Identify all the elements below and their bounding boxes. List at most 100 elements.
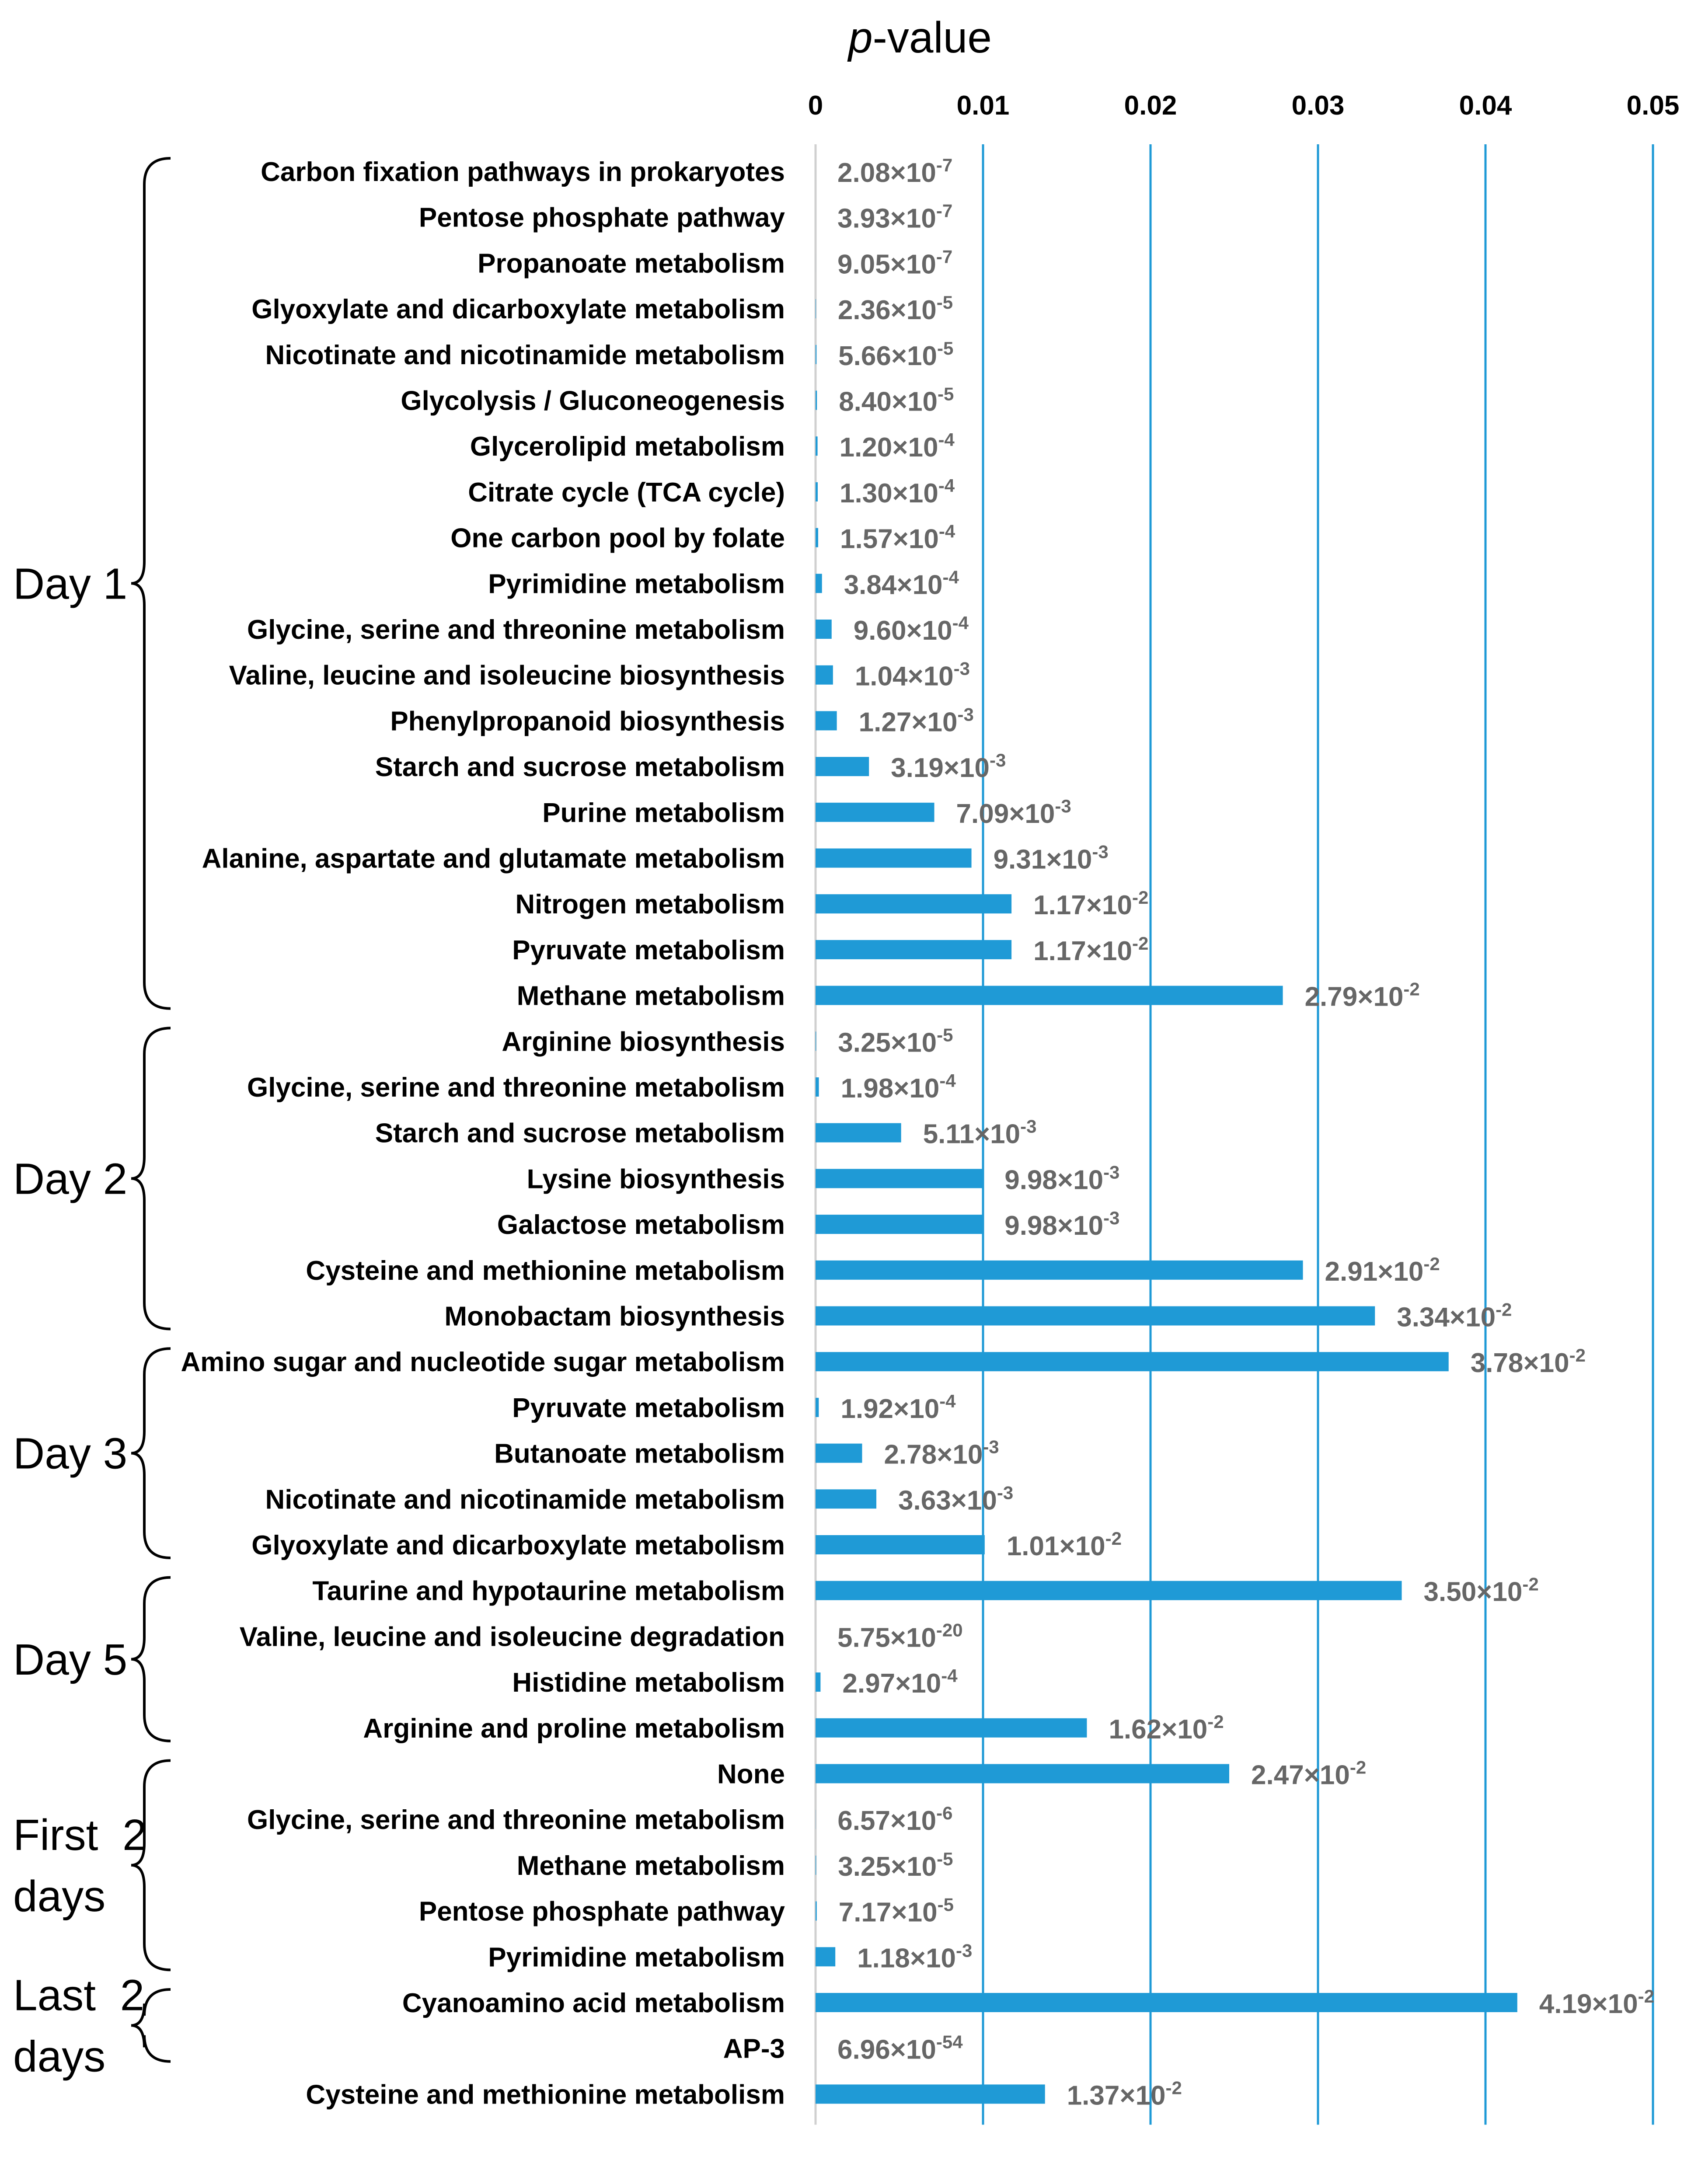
group-brace xyxy=(131,1988,171,2063)
bar xyxy=(816,1947,836,1967)
group-label: Day 1 xyxy=(13,559,127,608)
value-label: 5.75×10-20 xyxy=(837,1620,963,1653)
bar xyxy=(816,528,819,547)
x-tick-labels: 0 0.01 0.02 0.03 0.04 0.05 xyxy=(808,91,1680,121)
category-label: One carbon pool by folate xyxy=(450,523,785,554)
value-label: 1.20×10-4 xyxy=(840,429,955,463)
value-label: 1.57×10-4 xyxy=(840,521,955,554)
bar xyxy=(816,1764,1230,1783)
value-label: 1.17×10-2 xyxy=(1033,887,1148,920)
bar xyxy=(816,1169,983,1188)
group-brace xyxy=(131,1027,171,1331)
gridlines xyxy=(814,144,1654,2125)
bar xyxy=(816,436,818,456)
x-tick-label: 0.02 xyxy=(1124,91,1177,121)
category-label: Propanoate metabolism xyxy=(478,248,785,279)
value-label: 3.34×10-2 xyxy=(1397,1299,1512,1333)
category-label: Glycolysis / Gluconeogenesis xyxy=(401,386,785,416)
category-label: Pyruvate metabolism xyxy=(512,1393,785,1423)
category-label: None xyxy=(717,1759,785,1790)
group-label: Last 2 xyxy=(13,1971,144,2020)
value-label: 5.66×10-5 xyxy=(838,338,953,371)
bar xyxy=(816,1123,901,1143)
category-label: Pyrimidine metabolism xyxy=(488,1942,785,1972)
category-label: Amino sugar and nucleotide sugar metabol… xyxy=(181,1347,785,1377)
value-label: 2.79×10-2 xyxy=(1305,979,1420,1012)
value-labels: 2.08×10-7 3.93×10-7 9.05×10-7 2.36×10-5 5.66… xyxy=(837,155,1654,2111)
value-label: 9.98×10-3 xyxy=(1004,1162,1119,1195)
group-label: days xyxy=(13,2032,105,2081)
group-brackets: Day 1 Day 2 Day 3 Day 5 First 2 days Last 2 day… xyxy=(13,157,171,2081)
x-tick-label: 0.04 xyxy=(1459,91,1512,121)
group-label: Day 2 xyxy=(13,1154,127,1203)
category-label: Cyanoamino acid metabolism xyxy=(402,1988,785,2018)
category-label: Arginine and proline metabolism xyxy=(363,1714,785,1744)
bar xyxy=(816,1397,819,1417)
category-label: Pentose phosphate pathway xyxy=(419,1897,785,1927)
value-label: 1.01×10-2 xyxy=(1007,1528,1122,1561)
category-label: Pyruvate metabolism xyxy=(512,935,785,965)
value-label: 9.31×10-3 xyxy=(994,842,1109,875)
group-label: Day 5 xyxy=(13,1635,127,1684)
category-label: Methane metabolism xyxy=(517,1851,785,1881)
value-label: 2.47×10-2 xyxy=(1251,1757,1366,1790)
category-label: Butanoate metabolism xyxy=(494,1439,785,1469)
category-label: Monobactam biosynthesis xyxy=(444,1302,785,1332)
bar xyxy=(816,1718,1087,1738)
category-label: Alanine, aspartate and glutamate metabol… xyxy=(202,844,785,874)
value-label: 2.08×10-7 xyxy=(837,155,952,188)
value-label: 3.19×10-3 xyxy=(891,750,1006,783)
x-axis-title-rest: -value xyxy=(873,13,992,62)
group-brace xyxy=(131,1576,171,1742)
category-label: Arginine biosynthesis xyxy=(502,1027,785,1057)
bar xyxy=(816,1993,1517,2012)
value-label: 9.98×10-3 xyxy=(1004,1208,1119,1241)
group-brace xyxy=(131,1759,171,1972)
bar xyxy=(816,986,1283,1005)
value-label: 3.25×10-5 xyxy=(838,1024,953,1058)
value-label: 1.17×10-2 xyxy=(1033,933,1148,966)
value-label: 8.40×10-5 xyxy=(839,384,954,417)
value-label: 4.19×10-2 xyxy=(1539,1986,1654,2019)
value-label: 1.37×10-2 xyxy=(1067,2077,1182,2111)
value-label: 3.84×10-4 xyxy=(844,567,959,600)
category-label: Lysine biosynthesis xyxy=(527,1164,785,1194)
category-label: Nitrogen metabolism xyxy=(515,889,785,920)
category-label: Carbon fixation pathways in prokaryotes xyxy=(261,157,785,187)
category-label: Glycine, serine and threonine metabolism xyxy=(247,1805,785,1835)
bar xyxy=(816,1535,985,1554)
bar xyxy=(816,940,1012,959)
category-label: Glycine, serine and threonine metabolism xyxy=(247,1073,785,1103)
value-label: 2.36×10-5 xyxy=(838,292,953,325)
value-label: 7.17×10-5 xyxy=(839,1895,954,1928)
value-label: 9.60×10-4 xyxy=(854,613,969,646)
value-label: 3.50×10-2 xyxy=(1424,1574,1539,1607)
value-label: 5.11×10-3 xyxy=(923,1116,1037,1149)
value-label: 9.05×10-7 xyxy=(837,246,952,279)
bar xyxy=(816,2084,1045,2104)
bar xyxy=(816,1215,983,1234)
bar xyxy=(816,390,817,410)
category-label: Valine, leucine and isoleucine degradati… xyxy=(240,1622,785,1652)
category-label: Taurine and hypotaurine metabolism xyxy=(312,1576,785,1606)
value-label: 3.63×10-3 xyxy=(898,1482,1013,1515)
category-label: AP-3 xyxy=(723,2034,785,2064)
category-label: Cysteine and methionine metabolism xyxy=(306,1256,785,1286)
category-label: Glyoxylate and dicarboxylate metabolism xyxy=(251,294,785,324)
category-label: Methane metabolism xyxy=(517,981,785,1011)
group-brace xyxy=(131,157,171,1010)
value-label: 1.18×10-3 xyxy=(857,1940,972,1973)
bar xyxy=(816,848,972,868)
bar xyxy=(816,620,832,639)
value-label: 6.57×10-6 xyxy=(837,1803,952,1836)
value-label: 7.09×10-3 xyxy=(956,796,1071,829)
bar xyxy=(816,1306,1375,1326)
value-label: 1.04×10-3 xyxy=(855,658,970,692)
category-label: Nicotinate and nicotinamide metabolism xyxy=(265,340,785,370)
value-label: 2.97×10-4 xyxy=(842,1665,958,1699)
value-label: 1.27×10-3 xyxy=(859,704,974,737)
bar xyxy=(816,1260,1303,1280)
x-tick-label: 0.01 xyxy=(957,91,1010,121)
category-label: Pentose phosphate pathway xyxy=(419,203,785,233)
